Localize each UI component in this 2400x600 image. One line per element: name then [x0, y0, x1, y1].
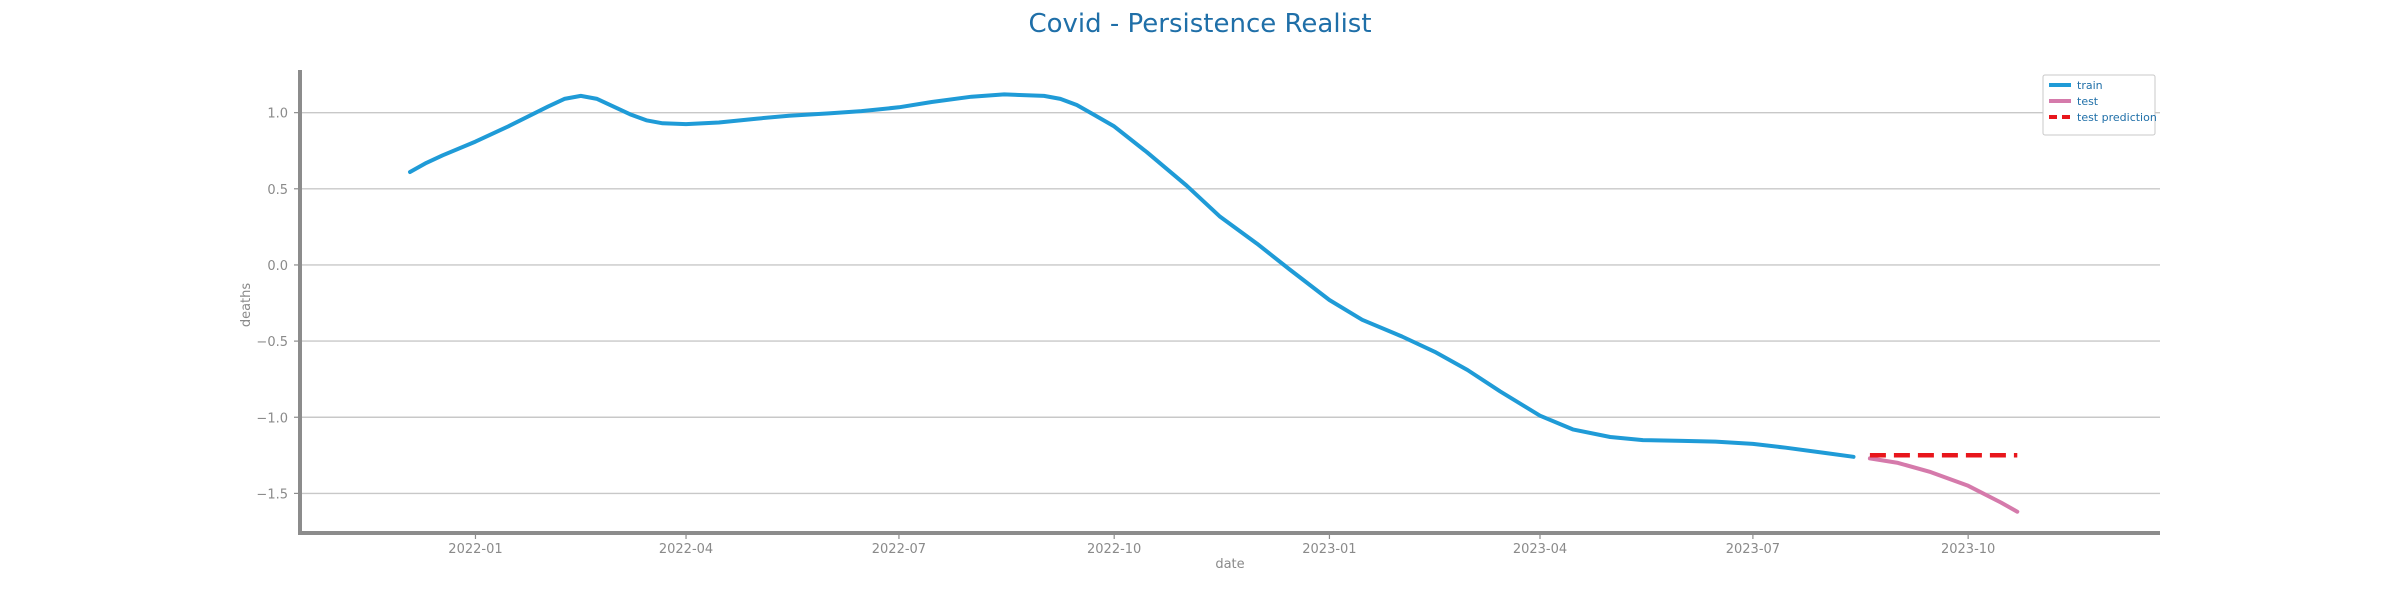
legend: train test test prediction — [2042, 74, 2157, 136]
y-axis-label: deaths — [239, 283, 254, 328]
x-tick-label-3: 2022-10 — [1087, 542, 1141, 557]
x-tick-label-1: 2022-04 — [659, 542, 713, 557]
y-tick-label-2: 0.0 — [267, 259, 288, 274]
y-tick-label-1: 0.5 — [267, 183, 288, 198]
x-tick-label-6: 2023-07 — [1726, 542, 1780, 557]
x-tick-label-0: 2022-01 — [448, 542, 502, 557]
grid-lines — [300, 111, 2160, 495]
legend-label-train: train — [2077, 79, 2103, 92]
x-tick-label-4: 2023-01 — [1302, 542, 1356, 557]
y-tick-label-5: −1.5 — [256, 487, 288, 502]
legend-box — [2042, 74, 2156, 136]
x-tick-label-7: 2023-10 — [1941, 542, 1995, 557]
x-axis-label: date — [1215, 557, 1244, 572]
series-line-test — [1867, 456, 2020, 514]
legend-label-test-prediction: test prediction — [2077, 111, 2157, 124]
series-layer — [408, 92, 2020, 514]
legend-label-test: test — [2077, 95, 2099, 108]
axes: 1.0 0.5 0.0 −0.5 −1.0 −1.5 2022-01 2022-04 2022-… — [256, 70, 2160, 557]
x-tick-label-2: 2022-07 — [872, 542, 926, 557]
series-line-train — [408, 92, 1856, 459]
x-tick-label-5: 2023-04 — [1513, 542, 1567, 557]
y-tick-label-3: −0.5 — [256, 335, 288, 350]
y-tick-label-4: −1.0 — [256, 411, 288, 426]
y-tick-label-0: 1.0 — [267, 107, 288, 122]
chart-title: Covid - Persistence Realist — [1028, 9, 1371, 39]
